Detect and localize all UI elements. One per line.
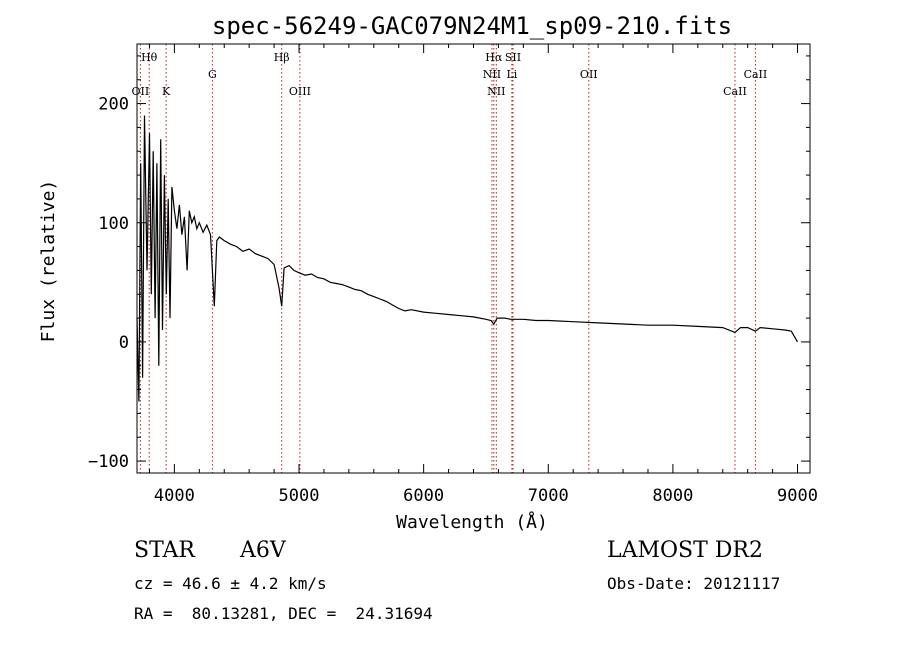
line-marker-label: OIII [289, 85, 311, 98]
line-marker-label: Hα [485, 51, 503, 64]
line-marker-label: NII [487, 85, 505, 98]
object-subclass: A6V [240, 538, 286, 563]
line-marker-label: NII [483, 68, 501, 81]
x-axis-label: Wavelength (Å) [396, 511, 548, 533]
x-tick-label: 9000 [777, 486, 818, 506]
line-marker-label: CaII [723, 85, 747, 98]
observation-date: Obs-Date: 20121117 [607, 574, 781, 593]
line-marker-label: OII [580, 68, 598, 81]
emission-line-markers [139, 44, 756, 473]
x-tick-label: 5000 [279, 486, 320, 506]
y-axis-label: Flux (relative) [38, 180, 59, 343]
line-marker-label: K [162, 85, 171, 98]
chart-title: spec-56249-GAC079N24M1_sp09-210.fits [212, 12, 732, 40]
line-marker-label: Hβ [274, 51, 290, 64]
y-tick-label: 0 [119, 333, 129, 353]
x-tick-label: 6000 [403, 486, 444, 506]
line-marker-label: Li [506, 68, 517, 81]
y-tick-label: −100 [88, 452, 129, 472]
sky-coordinates: RA = 80.13281, DEC = 24.31694 [134, 604, 433, 623]
x-tick-label: 7000 [528, 486, 569, 506]
spectrum-line [136, 115, 799, 402]
line-marker-label: CaII [744, 68, 768, 81]
plot-frame [136, 43, 811, 474]
x-tick-label: 8000 [652, 486, 693, 506]
object-class: STAR [134, 538, 195, 563]
plot-axes [136, 43, 811, 474]
y-axis-ticks: −100 0 100 200 [88, 55, 810, 472]
survey-name: LAMOST DR2 [607, 538, 763, 563]
line-marker-label: Hθ [141, 51, 158, 64]
redshift-velocity: cz = 46.6 ± 4.2 km/s [134, 574, 327, 593]
x-tick-label: 4000 [154, 486, 195, 506]
y-tick-label: 200 [98, 95, 129, 115]
line-marker-label: G [208, 68, 217, 81]
x-axis-ticks: 4000 5000 6000 7000 8000 9000 [148, 44, 818, 506]
y-tick-label: 100 [98, 214, 129, 234]
line-marker-label: OII [132, 85, 150, 98]
line-marker-label: SII [505, 51, 521, 64]
